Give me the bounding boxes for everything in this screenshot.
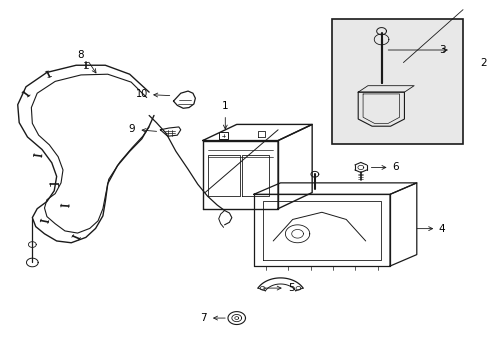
Text: 10: 10 — [136, 89, 148, 99]
Text: 4: 4 — [438, 224, 445, 234]
Text: 3: 3 — [439, 45, 445, 55]
Bar — [331, 19, 462, 144]
Text: 5: 5 — [287, 283, 294, 293]
Text: 7: 7 — [200, 313, 206, 323]
Text: 1: 1 — [222, 101, 228, 111]
Text: 2: 2 — [479, 58, 486, 68]
Text: 9: 9 — [128, 124, 135, 134]
Text: 8: 8 — [78, 50, 84, 60]
Text: 6: 6 — [392, 162, 398, 172]
